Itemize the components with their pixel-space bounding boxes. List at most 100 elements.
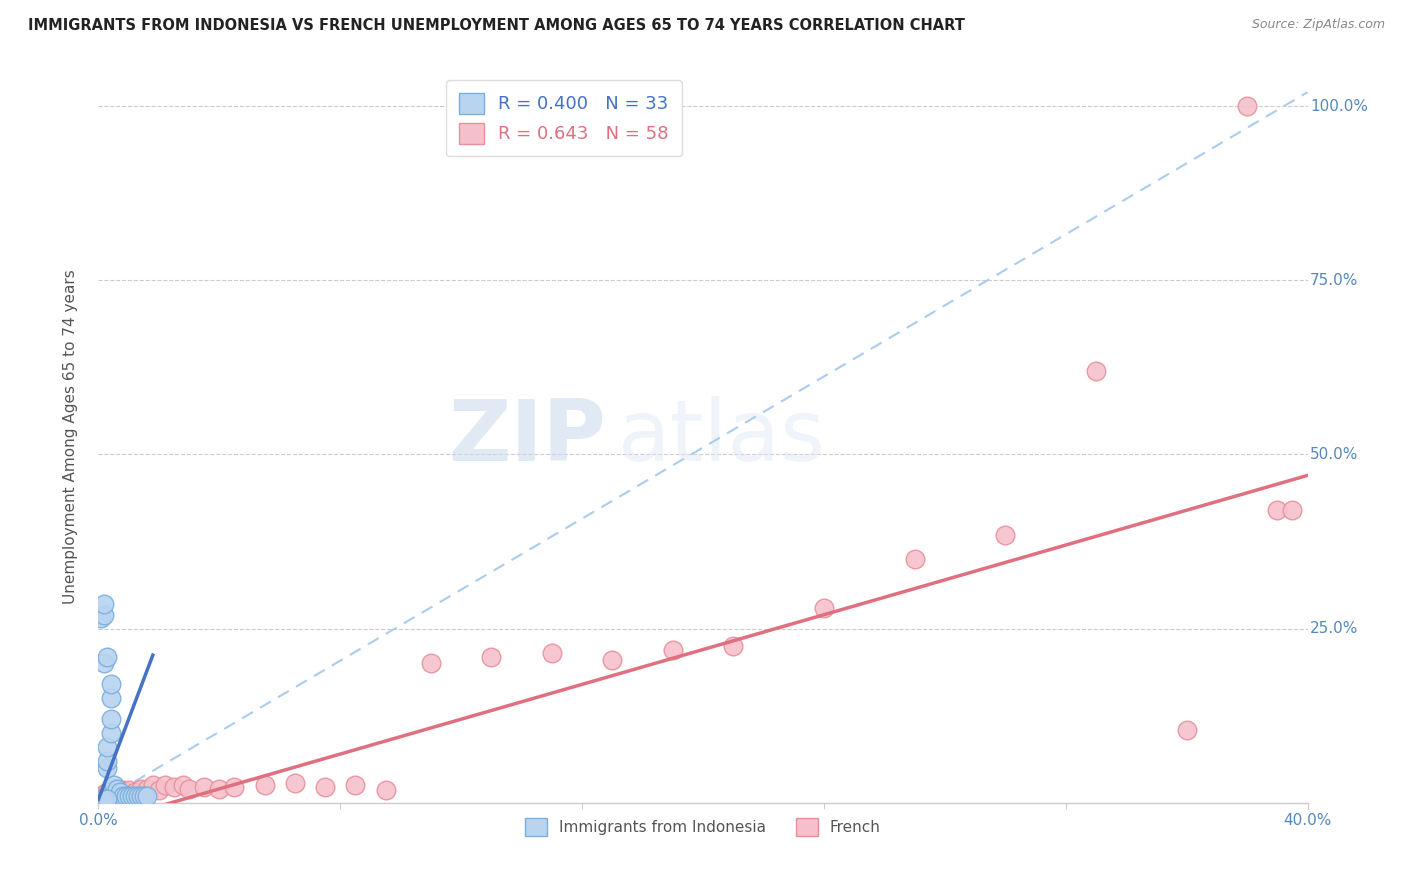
Point bbox=[111, 783, 134, 797]
Point bbox=[111, 789, 134, 803]
Point bbox=[100, 691, 122, 706]
Point bbox=[103, 789, 125, 803]
Legend: Immigrants from Indonesia, French: Immigrants from Indonesia, French bbox=[515, 807, 891, 847]
Point bbox=[148, 783, 170, 797]
Point bbox=[105, 785, 128, 799]
Point bbox=[90, 611, 112, 625]
Point bbox=[1281, 503, 1303, 517]
Point bbox=[96, 754, 118, 768]
Point bbox=[96, 792, 118, 806]
Point bbox=[90, 790, 112, 805]
Point bbox=[93, 792, 115, 806]
Point bbox=[314, 780, 336, 795]
Point bbox=[208, 781, 231, 796]
Point bbox=[813, 600, 835, 615]
Point bbox=[108, 789, 131, 803]
Point bbox=[103, 790, 125, 805]
Point bbox=[994, 527, 1017, 541]
Point bbox=[540, 646, 562, 660]
Point bbox=[96, 740, 118, 755]
Text: ZIP: ZIP bbox=[449, 395, 606, 479]
Point bbox=[124, 785, 146, 799]
Point bbox=[93, 607, 115, 622]
Text: 50.0%: 50.0% bbox=[1310, 447, 1358, 462]
Point bbox=[135, 781, 157, 796]
Text: 25.0%: 25.0% bbox=[1310, 621, 1358, 636]
Point bbox=[224, 780, 246, 795]
Point bbox=[108, 789, 131, 803]
Point bbox=[93, 657, 115, 671]
Point bbox=[114, 789, 136, 803]
Point bbox=[344, 778, 367, 792]
Point bbox=[129, 789, 152, 803]
Point bbox=[105, 789, 128, 803]
Point bbox=[132, 789, 155, 803]
Point bbox=[1175, 723, 1198, 737]
Point bbox=[105, 785, 128, 799]
Point bbox=[108, 785, 131, 799]
Point bbox=[179, 781, 201, 796]
Point bbox=[253, 778, 276, 792]
Point bbox=[105, 789, 128, 803]
Point bbox=[118, 789, 141, 803]
Point bbox=[1267, 503, 1289, 517]
Point bbox=[111, 788, 134, 802]
Point bbox=[103, 785, 125, 799]
Point bbox=[90, 792, 112, 806]
Point bbox=[118, 788, 141, 802]
Point bbox=[904, 552, 927, 566]
Point bbox=[100, 726, 122, 740]
Point bbox=[100, 792, 122, 806]
Point bbox=[284, 776, 307, 790]
Point bbox=[135, 789, 157, 803]
Point bbox=[602, 653, 624, 667]
Point bbox=[1236, 99, 1258, 113]
Point bbox=[121, 789, 143, 803]
Point bbox=[103, 789, 125, 803]
Point bbox=[96, 785, 118, 799]
Point bbox=[96, 761, 118, 775]
Point bbox=[114, 785, 136, 799]
Point bbox=[100, 712, 122, 726]
Point bbox=[90, 792, 112, 806]
Point bbox=[103, 781, 125, 796]
Point bbox=[96, 790, 118, 805]
Point bbox=[96, 789, 118, 803]
Point bbox=[93, 788, 115, 802]
Point bbox=[108, 785, 131, 799]
Point bbox=[1085, 364, 1108, 378]
Text: atlas: atlas bbox=[619, 395, 827, 479]
Point bbox=[93, 789, 115, 803]
Point bbox=[93, 790, 115, 805]
Point bbox=[124, 789, 146, 803]
Point bbox=[100, 789, 122, 803]
Point bbox=[96, 649, 118, 664]
Point bbox=[127, 789, 149, 803]
Point bbox=[93, 597, 115, 611]
Point bbox=[481, 649, 503, 664]
Point bbox=[90, 789, 112, 803]
Point bbox=[103, 785, 125, 799]
Point bbox=[93, 792, 115, 806]
Point bbox=[172, 778, 194, 792]
Point bbox=[193, 780, 215, 795]
Point bbox=[100, 790, 122, 805]
Point bbox=[100, 785, 122, 799]
Point bbox=[129, 781, 152, 796]
Point bbox=[105, 781, 128, 796]
Point bbox=[118, 783, 141, 797]
Text: IMMIGRANTS FROM INDONESIA VS FRENCH UNEMPLOYMENT AMONG AGES 65 TO 74 YEARS CORRE: IMMIGRANTS FROM INDONESIA VS FRENCH UNEM… bbox=[28, 18, 965, 33]
Point bbox=[163, 780, 186, 795]
Point bbox=[96, 792, 118, 806]
Point bbox=[723, 639, 745, 653]
Point bbox=[103, 778, 125, 792]
Point bbox=[374, 783, 396, 797]
Text: Source: ZipAtlas.com: Source: ZipAtlas.com bbox=[1251, 18, 1385, 31]
Text: 75.0%: 75.0% bbox=[1310, 273, 1358, 288]
Point bbox=[100, 677, 122, 691]
Y-axis label: Unemployment Among Ages 65 to 74 years: Unemployment Among Ages 65 to 74 years bbox=[63, 269, 77, 605]
Text: 100.0%: 100.0% bbox=[1310, 99, 1368, 113]
Point bbox=[420, 657, 443, 671]
Point bbox=[153, 778, 176, 792]
Point bbox=[142, 778, 165, 792]
